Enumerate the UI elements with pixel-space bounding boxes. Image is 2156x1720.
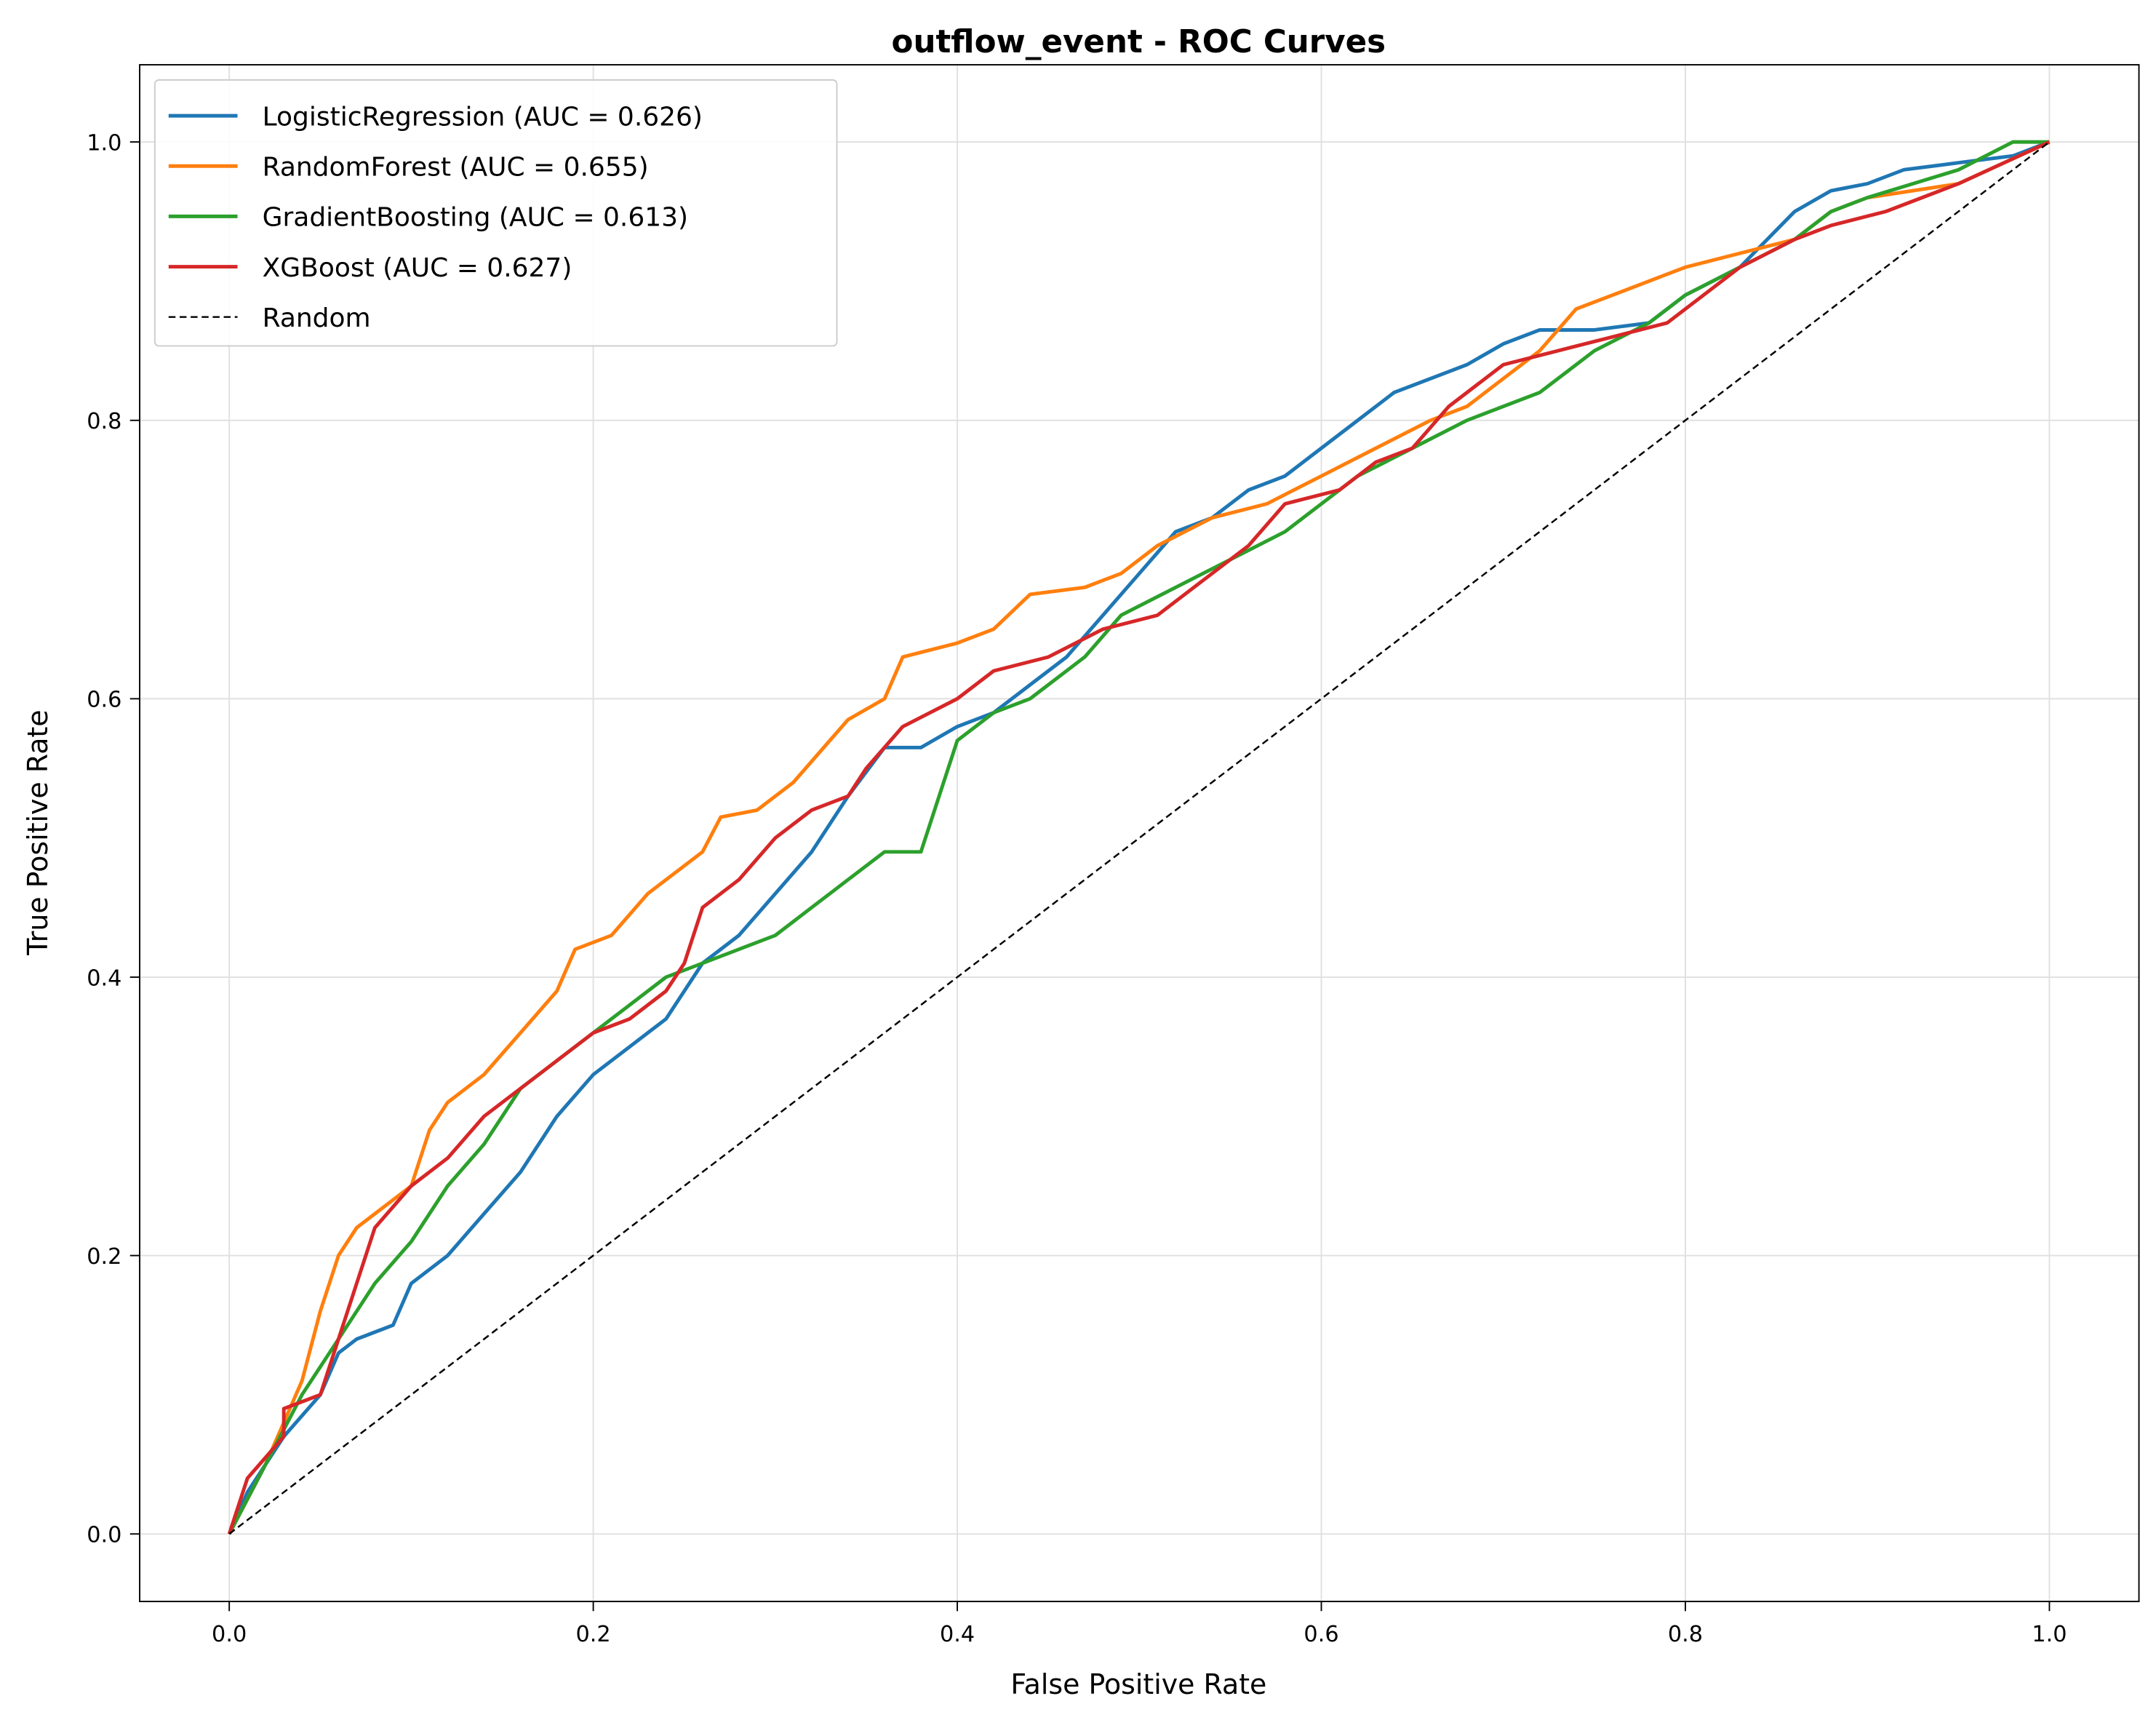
x-tick-label: 0.2: [576, 1622, 611, 1647]
y-tick-label: 0.2: [87, 1244, 121, 1270]
ticks: 0.0 0.2 0.4 0.6 0.8 1.0 0.0 0.2 0.4 0.6 0.8 1.0: [87, 130, 2067, 1647]
legend-label: Random: [263, 303, 371, 333]
y-tick-label: 0.4: [87, 965, 121, 991]
x-tick-label: 0.8: [1668, 1622, 1703, 1647]
x-axis-label: False Positive Rate: [1010, 1668, 1266, 1700]
legend-box: [153, 79, 838, 347]
y-axis-label: True Positive Rate: [22, 709, 54, 955]
legend-label: XGBoost (AUC = 0.627): [263, 253, 572, 283]
x-tick-label: 0.4: [940, 1622, 975, 1647]
y-tick-label: 1.0: [87, 130, 121, 156]
x-tick-label: 1.0: [2032, 1622, 2067, 1647]
y-tick-label: 0.6: [87, 688, 121, 713]
series-line-3: [227, 140, 2051, 1535]
y-tick-label: 0.8: [87, 409, 121, 434]
legend-label: RandomForest (AUC = 0.655): [263, 153, 649, 183]
series-line-1: [227, 140, 2051, 1535]
chart-title: outflow_event - ROC Curves: [892, 24, 1386, 60]
series-line-2: [227, 140, 2050, 1535]
legend: LogisticRegression (AUC = 0.626) RandomFo…: [153, 79, 838, 347]
x-tick-label: 0.0: [212, 1622, 247, 1647]
y-tick-label: 0.0: [87, 1523, 121, 1548]
legend-label: LogisticRegression (AUC = 0.626): [263, 102, 703, 132]
curves: [227, 140, 2051, 1535]
series-line-4: [228, 141, 2051, 1535]
legend-label: GradientBoosting (AUC = 0.613): [263, 203, 688, 233]
x-tick-label: 0.6: [1303, 1622, 1338, 1647]
plot-frame: [139, 64, 2140, 1603]
